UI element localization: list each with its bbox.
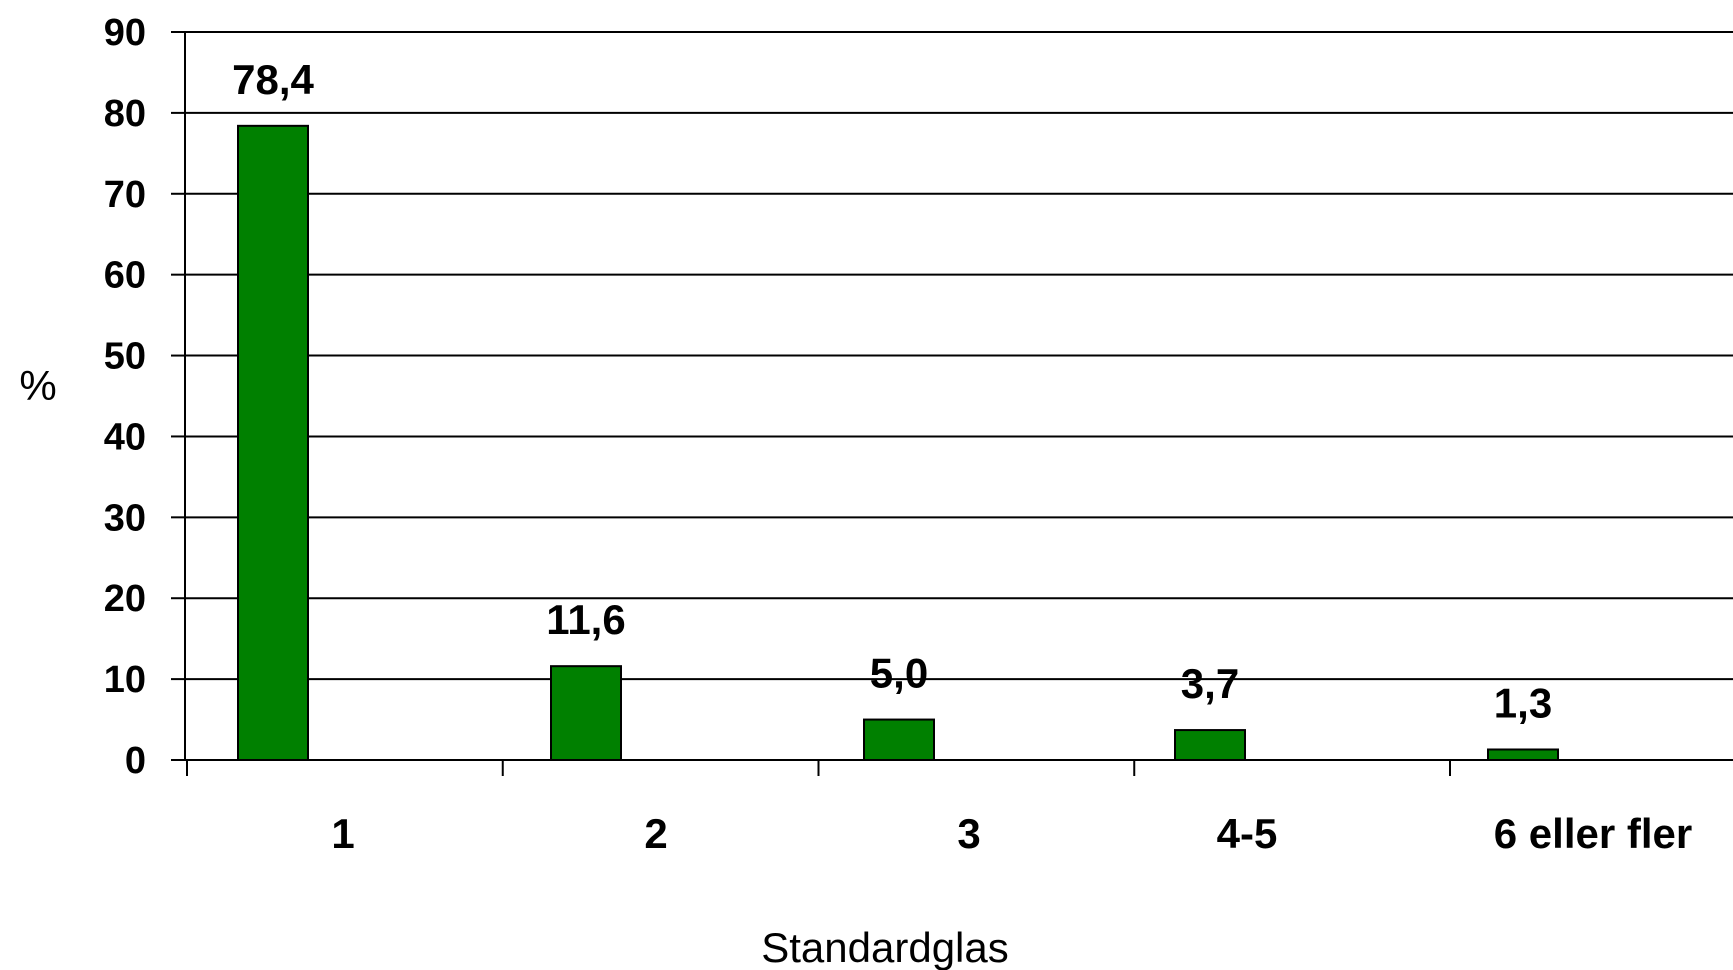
bar: [1174, 729, 1246, 761]
y-tick-label: 30: [104, 497, 146, 539]
data-label: 3,7: [1181, 660, 1239, 707]
y-tick-label: 40: [104, 416, 146, 458]
y-tick-label: 80: [104, 93, 146, 135]
x-tick-label: 1: [331, 810, 354, 857]
data-label: 78,4: [232, 56, 314, 103]
y-tick-label: 90: [104, 12, 146, 54]
bar: [237, 124, 309, 761]
data-label: 5,0: [870, 650, 928, 697]
data-label: 11,6: [546, 596, 625, 643]
bar: [863, 718, 935, 761]
y-axis-label: %: [19, 362, 56, 409]
y-tick-label: 50: [104, 336, 146, 378]
x-tick-labels: 1 2 3 4-5 6 eller fler: [331, 810, 1692, 857]
data-labels: 78,4 11,6 5,0 3,7 1,3: [232, 56, 1552, 727]
data-label: 1,3: [1494, 679, 1552, 726]
bar: [1487, 748, 1559, 761]
x-tick-label: 3: [957, 810, 980, 857]
gridlines: [185, 31, 1733, 681]
y-tick-label: 10: [104, 659, 146, 701]
y-tick-label: 70: [104, 174, 146, 216]
x-tick-label: 2: [644, 810, 667, 857]
bar: [550, 665, 622, 761]
axes: [171, 31, 1733, 776]
x-axis-label: Standardglas: [761, 924, 1009, 970]
y-tick-labels: 0 10 20 30 40 50 60 70 80 90: [104, 12, 146, 782]
bars: [237, 124, 1559, 761]
y-tick-label: 20: [104, 578, 146, 620]
x-tick-label: 6 eller fler: [1494, 810, 1692, 857]
y-tick-label: 0: [125, 740, 146, 782]
x-tick-label: 4-5: [1217, 810, 1278, 857]
y-tick-label: 60: [104, 255, 146, 297]
